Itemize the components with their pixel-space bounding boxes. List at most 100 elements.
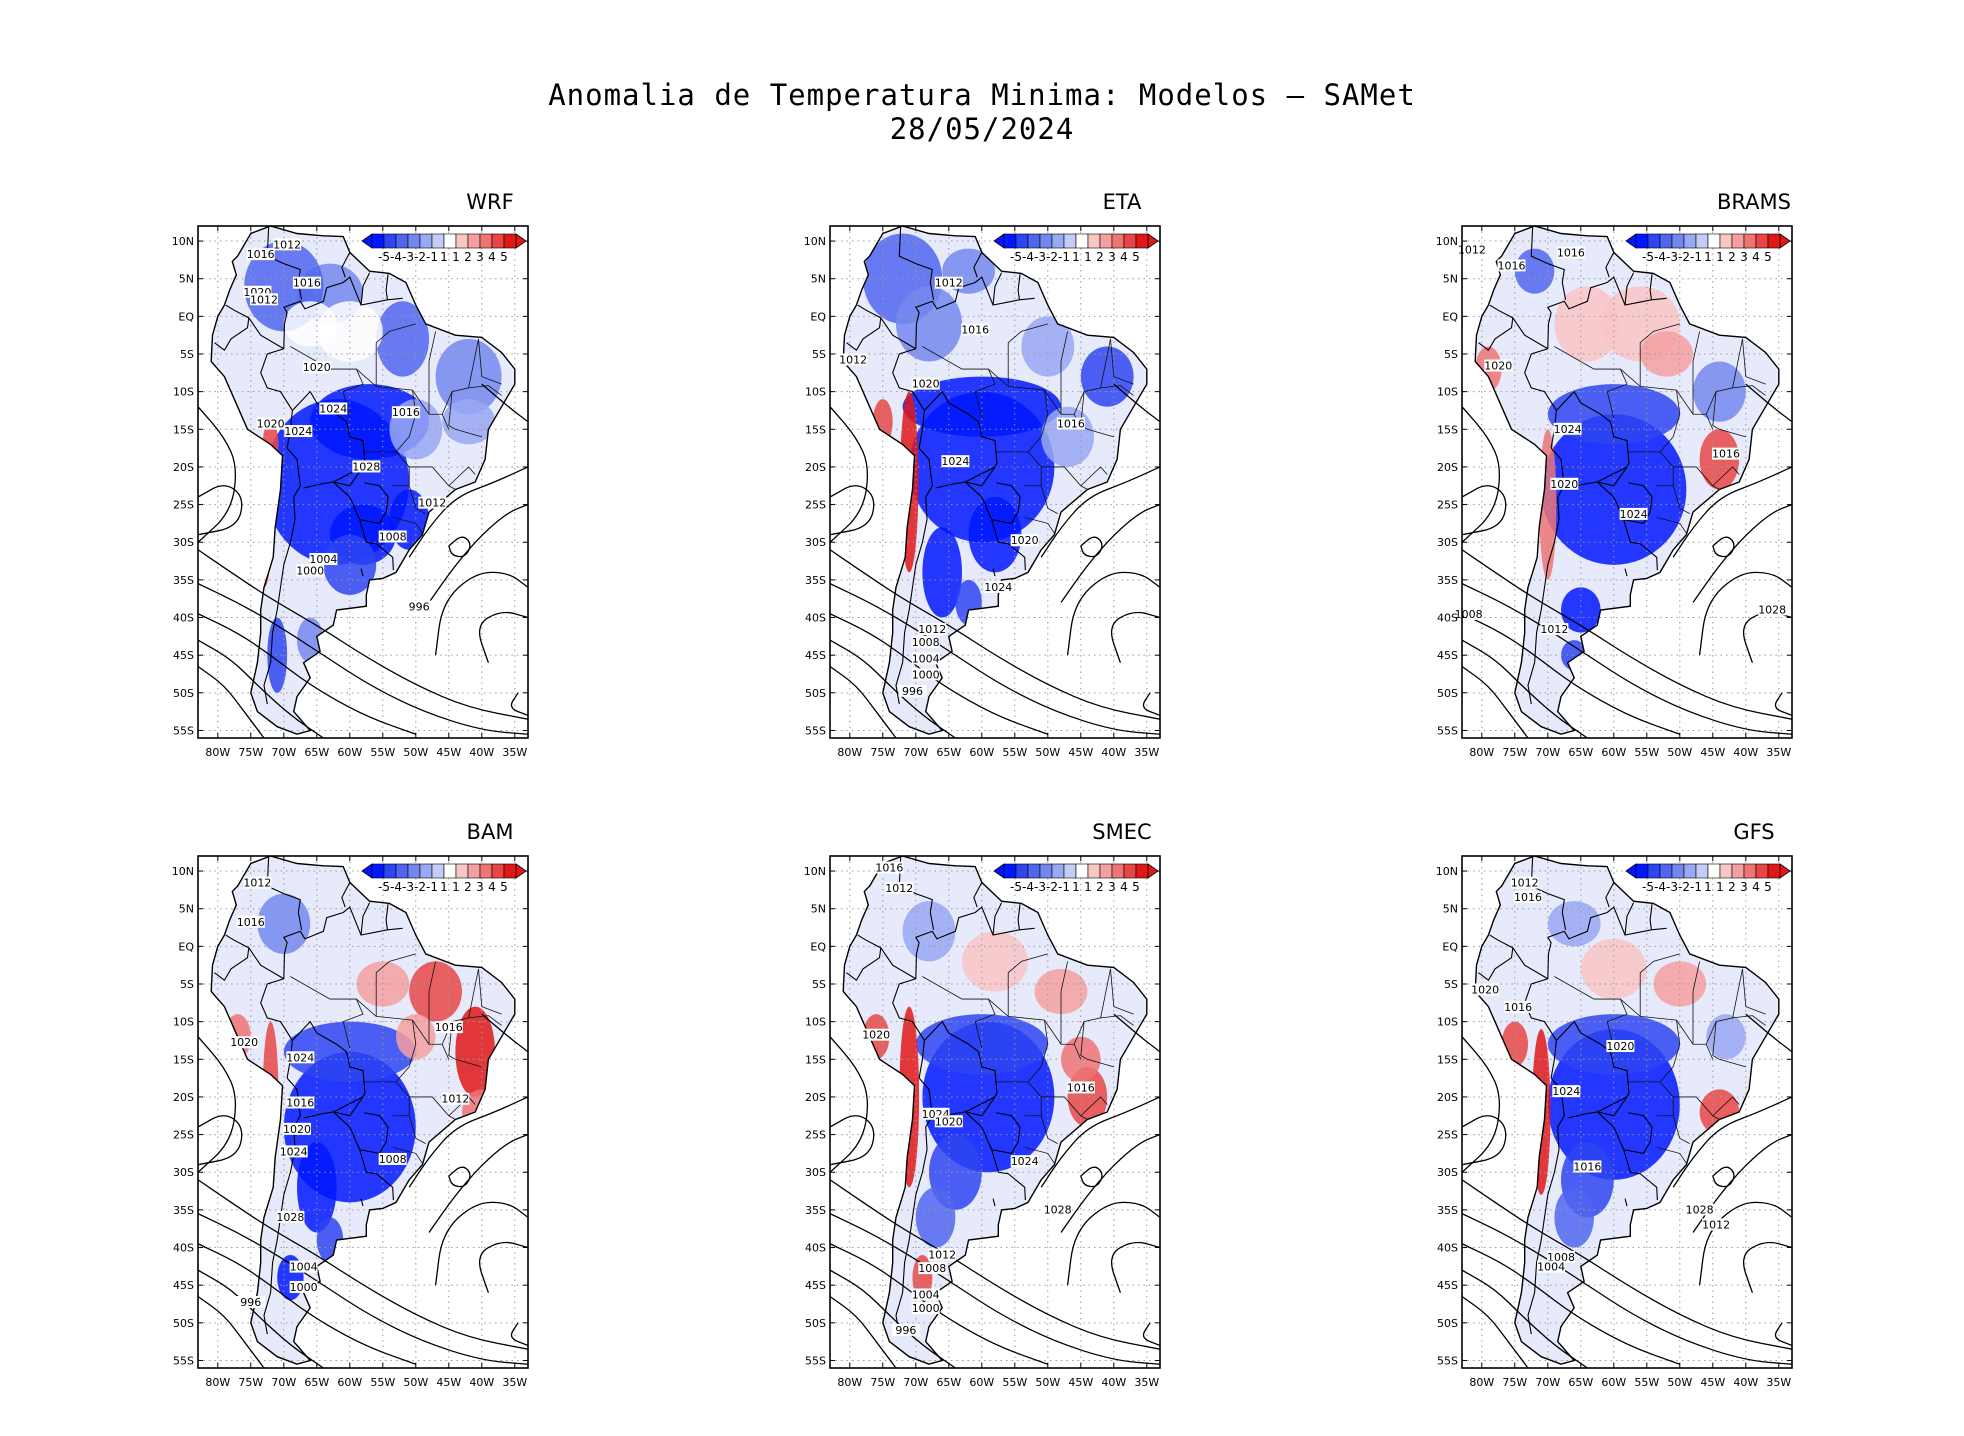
state-line [478, 968, 502, 1015]
isobar-label-bg [292, 276, 321, 289]
colorbar-swatch [503, 233, 517, 249]
map-svg: 1012101610201016102010241016102810121008… [1436, 855, 1793, 1389]
y-tick-label: 10N [804, 235, 826, 248]
colorbar-swatch [431, 233, 445, 249]
colorbar-label: 2 [464, 880, 472, 894]
isobar-line [198, 1115, 243, 1166]
isobar-line [448, 536, 471, 558]
colorbar-swatch [479, 233, 493, 249]
anomaly-blob [968, 497, 1022, 573]
panel-brams: BRAMS 1012 1016 1016 1020 1024 1020 1016 1024 10… [1424, 190, 1964, 770]
state-line [1712, 1021, 1746, 1068]
y-tick-label: 55S [805, 724, 826, 737]
x-tick-label: 75W [1502, 1376, 1527, 1389]
border-line [341, 252, 351, 278]
x-tick-label: 65W [936, 746, 961, 759]
colorbar-label: 5 [500, 880, 508, 894]
y-tick-label: 50S [1437, 687, 1458, 700]
colorbar-swatch [467, 863, 481, 879]
state-line [996, 390, 1049, 453]
x-tick-label: 35W [502, 1376, 527, 1389]
isobar-line [434, 571, 528, 656]
isobar-label-bg [1514, 890, 1542, 903]
x-tick-label: 65W [936, 1376, 961, 1389]
isobar-labels: 1012101610201016102010241016102810121008… [1471, 876, 1731, 1274]
x-tick-label: 40W [1733, 1376, 1758, 1389]
state-line [408, 485, 426, 514]
isobar-label: 1012 [273, 238, 301, 251]
border-line [992, 902, 1003, 936]
colorbar-swatch [1659, 863, 1673, 879]
anomaly-blob [902, 901, 956, 962]
colorbar: -5 -4 -3 -2 -1 1 1 2 3 4 5 [361, 863, 527, 894]
isobar-label-bg [934, 276, 963, 289]
border-line [1550, 390, 1630, 489]
isobar-label-bg [911, 1288, 940, 1301]
isobar-label: 1020 [283, 1123, 311, 1136]
colorbar-label: -3 [402, 250, 414, 264]
anomaly-blob [955, 579, 982, 626]
isobar-label-bg [391, 406, 420, 419]
figure-title: Anomalia de Temperatura Minima: Modelos … [548, 78, 1416, 112]
x-tick-label: 50W [403, 1376, 428, 1389]
isobar-label: 1000 [290, 1281, 318, 1294]
isobars [198, 1013, 528, 1368]
colorbar-label: 2 [1096, 880, 1104, 894]
isobar-line [1462, 1269, 1588, 1368]
isobar-label: 1012 [1458, 244, 1486, 257]
isobar-line [1142, 692, 1160, 717]
y-tick-label: 5S [180, 348, 194, 361]
panel-title: GFS [1733, 820, 1775, 844]
colorbar-swatch [491, 863, 505, 879]
isobar-label: 1016 [247, 248, 275, 261]
isobar-label: 1008 [1547, 1251, 1575, 1264]
y-tick-label: 25S [805, 1129, 826, 1142]
panel-title: ETA [1102, 190, 1142, 214]
colorbar-swatch [1111, 233, 1125, 249]
border-line [359, 519, 394, 571]
border-line [892, 906, 1035, 1041]
border-line [1530, 227, 1567, 300]
colorbar-label: -4 [1654, 250, 1666, 264]
isobar-label: 1004 [309, 553, 337, 566]
y-tick-label: 10N [804, 865, 826, 878]
isobar-label-bg [885, 881, 914, 894]
colorbar-swatch [1743, 863, 1757, 879]
border-line [286, 1020, 366, 1119]
x-tick-label: 70W [271, 746, 296, 759]
isobar-line [830, 1213, 1160, 1365]
colorbar-swatch [455, 233, 469, 249]
colorbar-swatch [371, 863, 385, 879]
isobar-label: 1004 [912, 652, 940, 665]
isobar-label: 1008 [379, 530, 407, 543]
x-tick-label: 35W [1766, 746, 1791, 759]
border-line [963, 1096, 1021, 1155]
isobar-label-bg [378, 1152, 407, 1165]
state-line [1673, 1096, 1720, 1120]
state-line [1712, 466, 1740, 487]
x-tick-label: 50W [1667, 746, 1692, 759]
y-tick-label: 25S [1437, 1129, 1458, 1142]
state-line [1656, 451, 1674, 487]
colorbar-swatch [503, 863, 517, 879]
isobar-line [1742, 611, 1792, 663]
y-tick-label: 5N [811, 903, 826, 916]
colorbar-swatch [1731, 233, 1745, 249]
colorbar-label: 4 [1752, 880, 1760, 894]
state-line [1007, 323, 1048, 387]
y-tick-label: 10N [172, 865, 194, 878]
isobar-line [830, 549, 1160, 720]
x-tick-label: 60W [337, 746, 362, 759]
isobar-line [198, 406, 237, 543]
isobar-line [1462, 613, 1681, 735]
state-line [1040, 1115, 1058, 1144]
colorbar-label: -4 [1022, 880, 1034, 894]
state-borders [1554, 953, 1766, 1164]
isobar-label: 1012 [243, 877, 271, 890]
isobar-label-bg [250, 293, 278, 306]
isobar-label: 1016 [1712, 448, 1740, 461]
colorbar-arrow-right [515, 233, 527, 249]
colorbar-label: 2 [464, 250, 472, 264]
y-tick-label: 15S [805, 423, 826, 436]
border-line [1478, 317, 1514, 352]
